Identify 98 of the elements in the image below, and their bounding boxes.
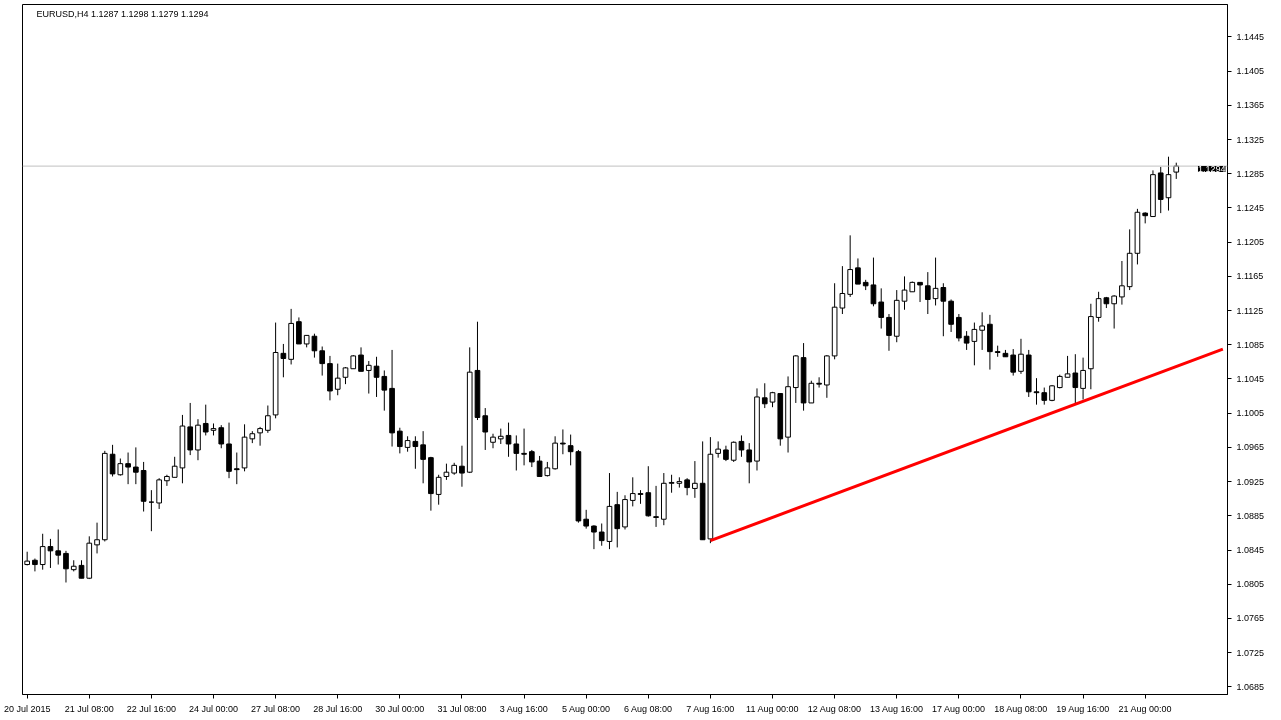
y-tick-label: 1.1445 <box>1236 31 1265 42</box>
candlestick <box>133 446 139 485</box>
candlestick <box>55 528 62 566</box>
x-tick-label: 11 Aug 00:00 <box>746 703 799 714</box>
candlestick <box>233 452 240 485</box>
x-tick-label: 21 Aug 00:00 <box>1118 703 1172 714</box>
y-tick-label: 1.1245 <box>1236 202 1265 213</box>
candlestick <box>878 287 885 330</box>
candlestick <box>1010 348 1017 377</box>
x-tick-label: 21 Jul 08:00 <box>64 703 114 714</box>
x-tick-label: 13 Aug 16:00 <box>869 703 924 714</box>
text: EURUSD,H4 1.1287 1.1298 1.1279 1.1294 <box>36 8 209 19</box>
candlestick <box>979 311 985 351</box>
candlestick <box>924 271 931 315</box>
y-tick-label: 1.1405 <box>1236 66 1265 77</box>
candlestick <box>459 445 465 488</box>
x-tick-label: 3 Aug 16:00 <box>499 703 548 714</box>
candlestick <box>125 452 131 485</box>
candlestick <box>583 509 590 530</box>
candlestick <box>948 298 954 333</box>
y-tick-label: 1.1285 <box>1236 168 1265 179</box>
candlestick <box>692 460 698 499</box>
y-tick-label: 1.1205 <box>1236 237 1265 248</box>
candlestick <box>420 430 426 484</box>
candlestick <box>761 382 768 409</box>
candlestick <box>956 313 962 342</box>
candlestick <box>156 477 162 510</box>
candlestick <box>1018 338 1024 375</box>
candlestick <box>187 402 194 456</box>
x-tick-label: 5 Aug 00:00 <box>561 703 610 714</box>
candlestick <box>63 550 69 583</box>
candlestick <box>653 485 659 528</box>
candlestick <box>148 489 155 532</box>
candlestick <box>257 426 263 447</box>
candlestick <box>614 491 621 548</box>
candlestick <box>397 427 403 454</box>
candlestick <box>513 434 520 471</box>
candlestick <box>567 434 574 466</box>
x-tick-label: 6 Aug 08:00 <box>624 703 673 714</box>
candlestick <box>482 407 489 451</box>
candlestick <box>855 257 861 285</box>
y-tick-label: 1.0965 <box>1236 442 1265 453</box>
candlestick <box>358 346 364 372</box>
ref-line-label: 1.1294 <box>1197 164 1226 175</box>
candlestick <box>202 404 209 436</box>
candlestick <box>334 363 341 396</box>
candlestick <box>435 474 442 506</box>
x-tick-label: 18 Aug 08:00 <box>994 703 1048 714</box>
candlestick <box>1119 260 1125 306</box>
x-tick-label: 30 Jul 00:00 <box>375 703 425 714</box>
y-tick-label: 1.1005 <box>1236 408 1265 419</box>
candlestick <box>265 405 271 434</box>
y-tick-label: 1.0765 <box>1236 613 1265 624</box>
candlestick <box>164 474 170 487</box>
candlestick <box>94 522 100 554</box>
y-tick-label: 1.0725 <box>1236 647 1265 658</box>
candlestick <box>296 316 302 345</box>
candlestick <box>218 424 225 449</box>
y-tick-label: 1.0685 <box>1236 681 1265 692</box>
candlestick <box>560 428 566 455</box>
candlestick <box>629 476 636 507</box>
candlestick <box>490 433 496 449</box>
candlestick <box>521 428 527 466</box>
candlestick <box>1080 357 1086 401</box>
x-tick-label: 31 Jul 08:00 <box>437 703 487 714</box>
x-tick-label: 27 Jul 08:00 <box>251 703 301 714</box>
y-tick-label: 1.0925 <box>1236 476 1265 487</box>
candlestick <box>886 313 892 352</box>
candlestick <box>684 477 690 496</box>
x-tick-label: 28 Jul 16:00 <box>313 703 363 714</box>
candlestick <box>901 275 908 311</box>
x-tick-label: 19 Aug 16:00 <box>1056 703 1110 714</box>
y-tick-label: 1.0805 <box>1236 579 1265 590</box>
candlestick <box>505 422 512 458</box>
x-tick-label: 20 Jul 2015 <box>3 703 51 714</box>
candlestick <box>645 465 652 518</box>
candlestick <box>365 360 372 395</box>
y-tick-label: 1.1325 <box>1236 134 1265 145</box>
candlestick <box>591 524 597 550</box>
y-tick-label: 1.0885 <box>1236 510 1265 521</box>
x-tick-label: 12 Aug 08:00 <box>807 703 861 714</box>
candlestick <box>1033 377 1040 406</box>
y-tick-label: 1.1045 <box>1236 374 1265 384</box>
y-tick-label: 1.1085 <box>1236 339 1265 350</box>
candlestick <box>319 346 326 377</box>
x-tick-label: 24 Jul 00:00 <box>188 703 239 714</box>
x-tick-label: 22 Jul 16:00 <box>126 703 176 714</box>
candlestick <box>1111 294 1117 330</box>
candlestick <box>816 376 822 389</box>
y-tick-label: 1.0845 <box>1236 545 1265 555</box>
candlestick <box>32 558 38 572</box>
x-tick-label: 7 Aug 16:00 <box>686 703 735 714</box>
candlestick <box>746 442 753 484</box>
y-tick-label: 1.1125 <box>1236 305 1264 316</box>
candlestick <box>917 281 923 303</box>
y-tick-label: 1.1365 <box>1236 100 1265 111</box>
x-tick-label: 17 Aug 00:00 <box>932 703 986 714</box>
y-tick-label: 1.1165 <box>1236 271 1264 282</box>
